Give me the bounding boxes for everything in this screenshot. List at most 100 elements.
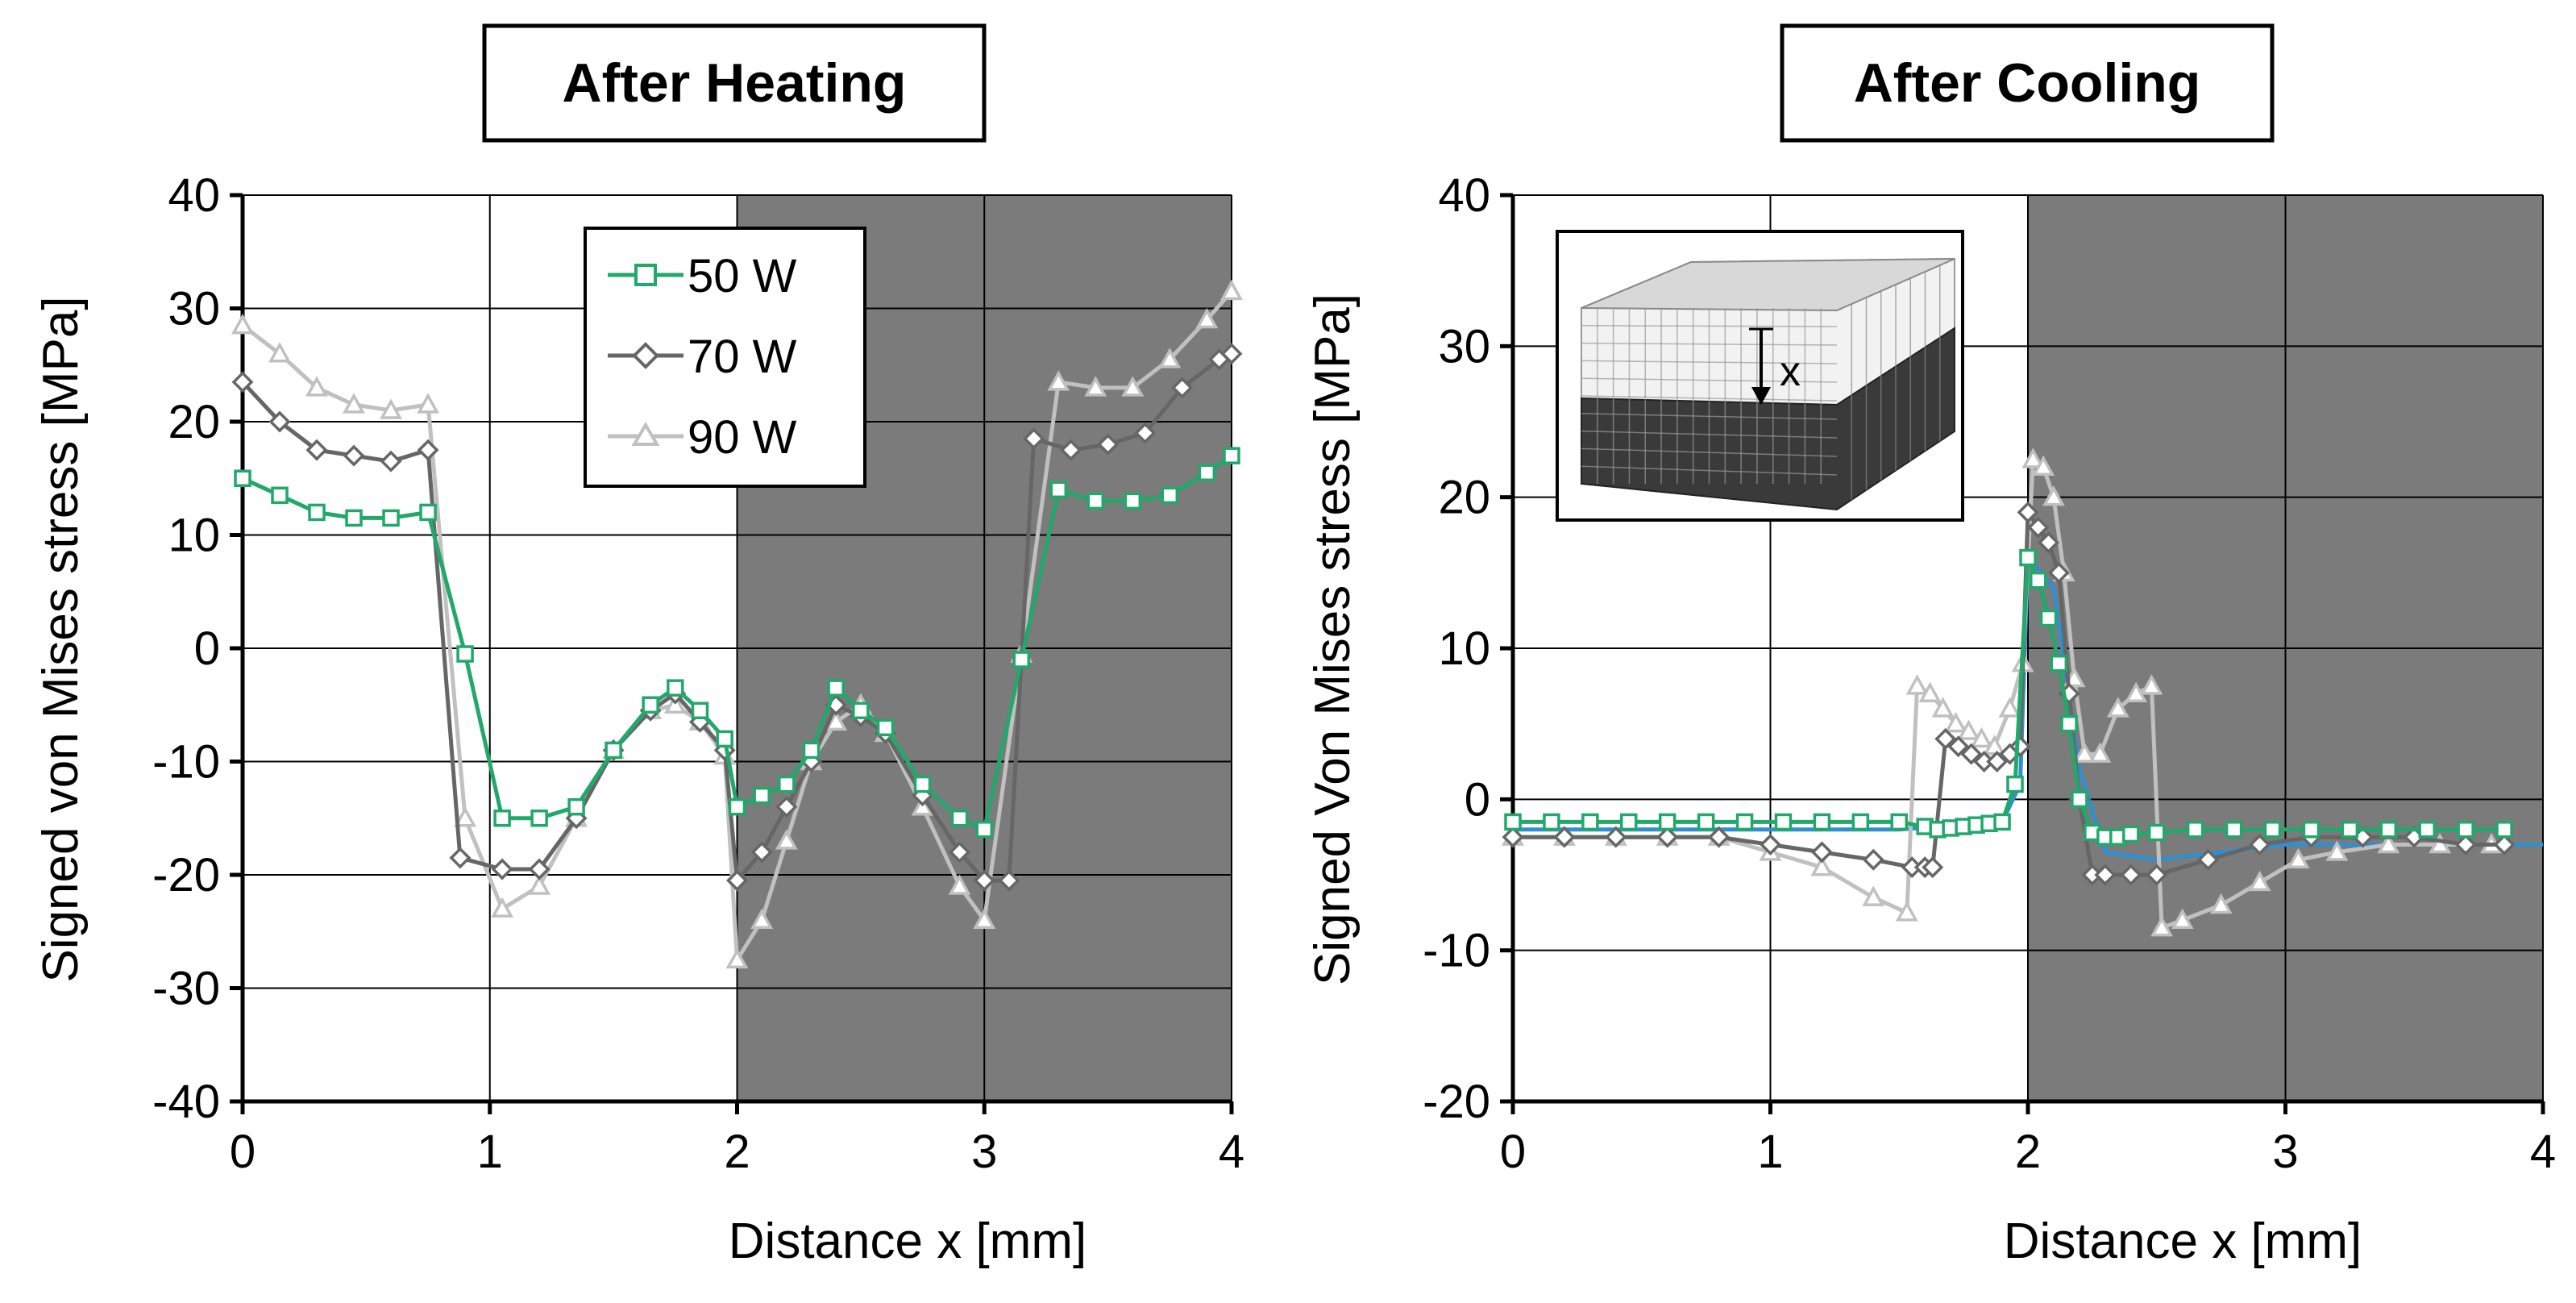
data-point-70w	[417, 439, 439, 461]
legend-marker-70w	[632, 342, 659, 369]
data-point-90w	[1862, 885, 1885, 906]
cooling-series	[1502, 448, 2543, 937]
data-point-50w	[530, 810, 548, 827]
data-point-50w	[2122, 825, 2140, 843]
x-tick-label: 1	[477, 1126, 503, 1178]
data-point-70w	[528, 858, 551, 880]
data-point-70w	[2094, 864, 2117, 886]
data-point-70w	[1220, 343, 1243, 365]
legend-marker-90w	[631, 422, 660, 446]
data-point-50w	[567, 797, 585, 816]
data-point-70w	[2047, 561, 2070, 584]
data-point-70w	[949, 841, 971, 864]
data-point-70w	[1553, 826, 1576, 848]
data-point-90w	[2088, 742, 2112, 763]
data-point-50w	[2060, 714, 2078, 733]
mesh-line	[1581, 430, 1838, 439]
data-point-90w	[2125, 681, 2148, 702]
x-tick-label: 0	[1500, 1126, 1526, 1178]
data-point-90w	[2287, 847, 2310, 869]
data-point-50w	[2341, 821, 2359, 839]
data-point-90w	[268, 342, 291, 363]
data-point-90w	[2140, 674, 2163, 695]
mesh-line	[1581, 465, 1838, 476]
data-point-50w	[1161, 486, 1179, 505]
data-point-90w	[2171, 908, 2194, 929]
data-point-90w	[775, 829, 798, 850]
data-point-70w	[2197, 848, 2220, 871]
data-point-70w	[231, 371, 254, 393]
data-point-90w	[2325, 840, 2349, 861]
data-point-50w	[1697, 813, 1715, 831]
data-point-50w	[2263, 821, 2282, 839]
data-point-70w	[726, 869, 748, 892]
heating-panel: After Heating -40 -30 -20 -10 0 10 20 30 40 0 1 2 3 4…	[33, 23, 1244, 1269]
data-point-90w	[750, 908, 774, 929]
data-point-90w	[1121, 376, 1145, 397]
data-point-50w	[2418, 821, 2436, 839]
data-point-70w	[1656, 826, 1679, 848]
data-point-90w	[2106, 697, 2129, 718]
mesh-inset: x	[1556, 230, 1964, 522]
data-point-50w	[827, 679, 845, 697]
data-point-90w	[380, 398, 403, 419]
mesh-top-face	[1581, 258, 1955, 312]
data-point-70w	[775, 796, 798, 818]
data-point-50w	[2039, 609, 2058, 627]
data-point-50w	[605, 741, 622, 760]
series-line-90w	[241, 289, 1233, 962]
y-tick-label: -10	[152, 736, 220, 789]
cooling-title-box	[1780, 23, 2275, 143]
x-tick-label: 3	[971, 1126, 997, 1178]
y-tick-label: 10	[168, 510, 220, 562]
data-point-70w	[1502, 826, 1524, 848]
heating-tick-labels: -40 -30 -20 -10 0 10 20 30 40 0 1 2 3 4	[152, 169, 1244, 1178]
legend-label-50w: 50 W	[688, 250, 797, 302]
legend-marker-50w	[634, 264, 657, 286]
data-point-90w	[2209, 893, 2233, 914]
data-point-90w	[1195, 307, 1219, 329]
y-tick-label: -10	[1423, 925, 1490, 977]
data-point-70w	[1934, 727, 1957, 750]
data-point-70w	[1060, 439, 1082, 461]
data-point-70w	[2454, 834, 2477, 856]
mesh-line	[1581, 342, 1838, 346]
legend-item-50w: 50 W	[608, 250, 797, 302]
data-point-50w	[2019, 548, 2037, 567]
data-point-70w	[1134, 422, 1157, 444]
data-point-90w	[1895, 901, 1918, 922]
data-point-50w	[950, 810, 969, 827]
y-tick-label: 40	[1438, 169, 1490, 222]
data-point-50w	[728, 797, 746, 816]
x-tick-label: 0	[230, 1126, 256, 1178]
data-point-90w	[973, 908, 996, 929]
data-point-50w	[876, 718, 895, 737]
data-point-90w	[1158, 348, 1182, 368]
data-point-70w	[2493, 834, 2516, 856]
data-point-90w	[1047, 370, 1070, 391]
data-point-50w	[691, 701, 709, 720]
data-point-70w	[1960, 743, 1983, 765]
data-point-70w	[973, 869, 995, 892]
data-point-50w	[2186, 821, 2204, 839]
data-point-50w	[1890, 813, 1908, 831]
data-point-50w	[419, 503, 437, 522]
y-tick-label: -20	[1423, 1076, 1490, 1128]
legend-item-90w: 90 W	[608, 411, 797, 464]
data-point-50w	[1851, 813, 1870, 831]
data-point-90w	[2042, 485, 2065, 506]
y-tick-label: -20	[152, 849, 220, 901]
data-point-50w	[1504, 813, 1522, 831]
data-point-50w	[1658, 813, 1676, 831]
data-point-70w	[491, 858, 513, 880]
data-point-90w	[1905, 674, 1929, 695]
data-point-50w	[2225, 821, 2243, 839]
data-point-70w	[1605, 826, 1627, 848]
data-point-50w	[493, 810, 511, 827]
x-tick-label: 1	[1757, 1126, 1783, 1178]
mesh-line	[1581, 448, 1838, 457]
mesh-line	[1581, 395, 1838, 402]
data-point-70w	[1760, 834, 1781, 856]
data-point-90w	[2150, 915, 2174, 937]
data-point-50w	[1198, 464, 1216, 481]
